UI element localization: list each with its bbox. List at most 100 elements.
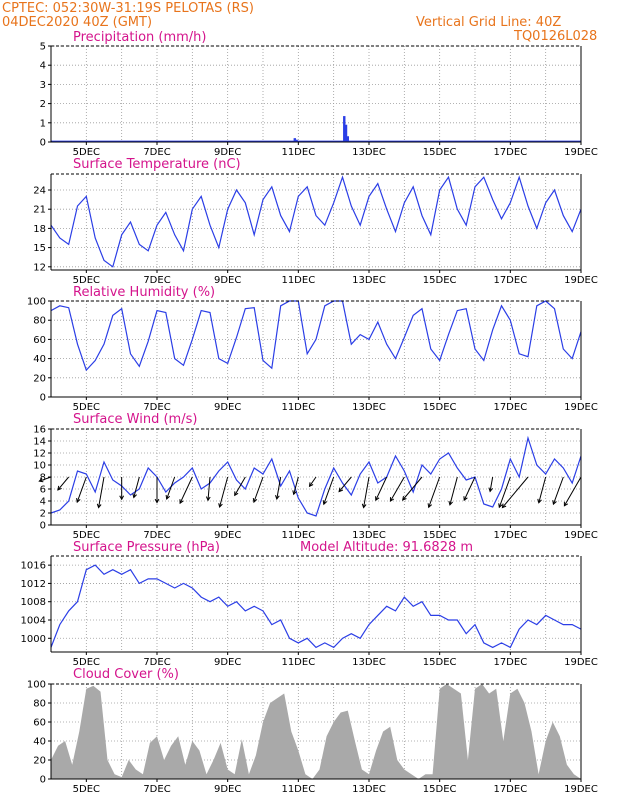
temp-x-tick-label: 11DEC — [281, 275, 315, 286]
wind-y-tick-label: 2 — [40, 509, 46, 520]
rh-x-tick-label: 15DEC — [423, 402, 457, 413]
wind-y-tick-label: 4 — [40, 497, 46, 508]
wind-arrow-head — [132, 493, 137, 499]
wind-arrow — [253, 476, 264, 503]
precip-x-tick-label: 7DEC — [143, 147, 170, 158]
wind-arrow-head — [154, 498, 160, 504]
temp-y-tick-label: 21 — [33, 205, 46, 216]
temp-x-tick-label: 5DEC — [73, 275, 100, 286]
cloud-y-tick-label: 0 — [40, 775, 46, 786]
cloud-y-tick-label: 40 — [33, 737, 46, 748]
rh-y-tick-label: 20 — [33, 373, 46, 384]
cloud-x-tick-label: 7DEC — [143, 784, 170, 795]
rh-y-tick-label: 100 — [27, 297, 46, 308]
wind-arrow-head — [76, 498, 81, 504]
wind-arrow — [76, 476, 87, 503]
wind-arrow — [133, 476, 140, 498]
temp-x-tick-label: 15DEC — [423, 275, 457, 286]
wind-y-tick-label: 12 — [33, 449, 46, 460]
pressure-x-tick-label: 5DEC — [73, 657, 100, 668]
wind-arrow — [363, 476, 370, 508]
temp-y-tick-label: 12 — [33, 262, 46, 273]
cloud-y-tick-label: 100 — [27, 680, 46, 691]
cloud-y-tick-label: 80 — [33, 699, 46, 710]
wind-arrow-head — [498, 503, 503, 509]
wind-y-tick-label: 16 — [33, 425, 46, 436]
precip-x-tick-label: 19DEC — [564, 147, 598, 158]
wind-y-tick-label: 6 — [40, 485, 46, 496]
wind-arrow — [502, 476, 529, 508]
wind-y-tick-label: 14 — [33, 437, 46, 448]
wind-title: Surface Wind (m/s) — [73, 412, 197, 427]
precip-x-tick-label: 9DEC — [214, 147, 241, 158]
temp-title: Surface Temperature (nC) — [73, 157, 241, 172]
pressure-x-tick-label: 9DEC — [214, 657, 241, 668]
wind-x-tick-label: 13DEC — [352, 530, 386, 541]
wind-arrow — [276, 476, 282, 500]
wind-arrow — [552, 476, 564, 505]
wind-arrow-head — [501, 503, 507, 509]
wind-arrow — [234, 476, 246, 496]
wind-arrow-head — [234, 491, 239, 497]
pressure-subtitle: Model Altitude: 91.6828 m — [300, 540, 473, 555]
precip-bar — [343, 116, 346, 142]
pressure-x-tick-label: 17DEC — [493, 657, 527, 668]
wind-arrow-head — [537, 498, 542, 504]
wind-arrow-head — [563, 501, 569, 507]
wind-arrow-head — [38, 477, 44, 483]
pressure-y-tick-label: 1016 — [21, 561, 46, 572]
temp-y-tick-label: 24 — [33, 186, 46, 197]
precip-title: Precipitation (mm/h) — [73, 30, 206, 45]
pressure-x-tick-label: 11DEC — [281, 657, 315, 668]
cloud-y-tick-label: 20 — [33, 756, 46, 767]
wind-arrow — [293, 476, 299, 495]
wind-arrow — [449, 476, 458, 506]
rh-title: Relative Humidity (%) — [73, 285, 215, 300]
wind-arrow-head — [338, 487, 343, 493]
wind-series-line — [50, 435, 582, 517]
wind-arrow-head — [96, 503, 102, 509]
rh-y-tick-label: 60 — [33, 335, 46, 346]
precip-bar — [293, 138, 296, 142]
wind-arrow — [375, 476, 388, 501]
temp-x-tick-label: 13DEC — [352, 275, 386, 286]
precip-y-tick-label: 3 — [40, 80, 46, 91]
wind-arrow — [57, 476, 70, 491]
precip-y-tick-label: 2 — [40, 99, 46, 110]
wind-arrow-head — [322, 500, 328, 506]
rh-series-line — [50, 300, 582, 372]
wind-arrow-head — [463, 496, 468, 502]
precip-y-tick-label: 4 — [40, 61, 46, 72]
wind-arrow-head — [427, 503, 433, 509]
wind-arrow — [563, 476, 582, 507]
wind-x-tick-label: 9DEC — [214, 530, 241, 541]
wind-arrow-head — [488, 487, 493, 493]
wind-arrow-head — [552, 500, 557, 506]
wind-arrow — [166, 476, 176, 500]
cloud-x-tick-label: 19DEC — [564, 784, 598, 795]
wind-x-tick-label: 19DEC — [564, 530, 598, 541]
wind-arrow-head — [292, 490, 297, 496]
cloud-area — [51, 684, 581, 779]
temp-series-line — [50, 175, 582, 268]
precip-x-tick-label: 15DEC — [423, 147, 457, 158]
wind-arrow-head — [308, 482, 314, 488]
pressure-x-tick-label: 15DEC — [423, 657, 457, 668]
wind-arrow-head — [119, 495, 125, 501]
rh-x-tick-label: 13DEC — [352, 402, 386, 413]
precip-x-tick-label: 13DEC — [352, 147, 386, 158]
pressure-x-tick-label: 19DEC — [564, 657, 598, 668]
precip-x-tick-label: 5DEC — [73, 147, 100, 158]
wind-arrow — [98, 476, 105, 508]
temp-x-tick-label: 9DEC — [214, 275, 241, 286]
precip-x-tick-label: 17DEC — [493, 147, 527, 158]
precip-bar — [346, 136, 349, 142]
wind-x-tick-label: 7DEC — [143, 530, 170, 541]
precip-y-tick-label: 0 — [40, 138, 46, 149]
pressure-y-tick-label: 1000 — [21, 634, 46, 645]
cloud-x-tick-label: 5DEC — [73, 784, 100, 795]
wind-x-tick-label: 5DEC — [73, 530, 100, 541]
pressure-x-tick-label: 7DEC — [143, 657, 170, 668]
cloud-x-tick-label: 11DEC — [281, 784, 315, 795]
wind-arrow-head — [205, 496, 211, 502]
